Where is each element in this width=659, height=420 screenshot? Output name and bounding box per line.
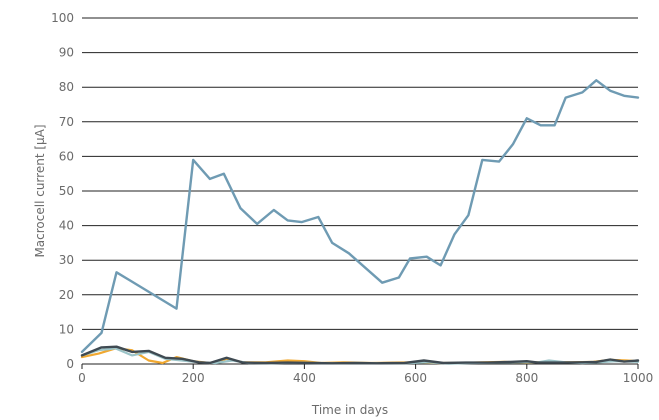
y-tick-label: 0 bbox=[66, 357, 74, 371]
gridlines bbox=[82, 17, 638, 365]
x-tick-label: 1000 bbox=[623, 371, 654, 385]
y-tick-label: 10 bbox=[59, 322, 74, 336]
y-tick-label: 70 bbox=[59, 115, 74, 129]
y-axis-title: Macrocell current [µA] bbox=[33, 124, 47, 257]
y-tick-label: 90 bbox=[59, 46, 74, 60]
series-line-1 bbox=[80, 79, 640, 354]
y-tick-label: 40 bbox=[59, 219, 74, 233]
series-lines bbox=[80, 79, 640, 365]
y-tick-label: 60 bbox=[59, 149, 74, 163]
y-tick-label: 50 bbox=[59, 184, 74, 198]
x-tick-label: 0 bbox=[78, 371, 86, 385]
x-axis-ticks: 0 200 400 600 800 1000 bbox=[78, 364, 653, 385]
series-line-4 bbox=[80, 345, 640, 365]
y-tick-label: 20 bbox=[59, 288, 74, 302]
y-tick-label: 30 bbox=[59, 253, 74, 267]
x-tick-label: 800 bbox=[515, 371, 538, 385]
y-axis-ticks: 0 10 20 30 40 50 60 70 80 90 100 bbox=[51, 11, 74, 371]
x-axis-title: Time in days bbox=[311, 403, 388, 417]
x-tick-label: 400 bbox=[293, 371, 316, 385]
x-tick-label: 600 bbox=[404, 371, 427, 385]
y-tick-label: 80 bbox=[59, 80, 74, 94]
y-tick-label: 100 bbox=[51, 11, 74, 25]
x-tick-label: 200 bbox=[182, 371, 205, 385]
